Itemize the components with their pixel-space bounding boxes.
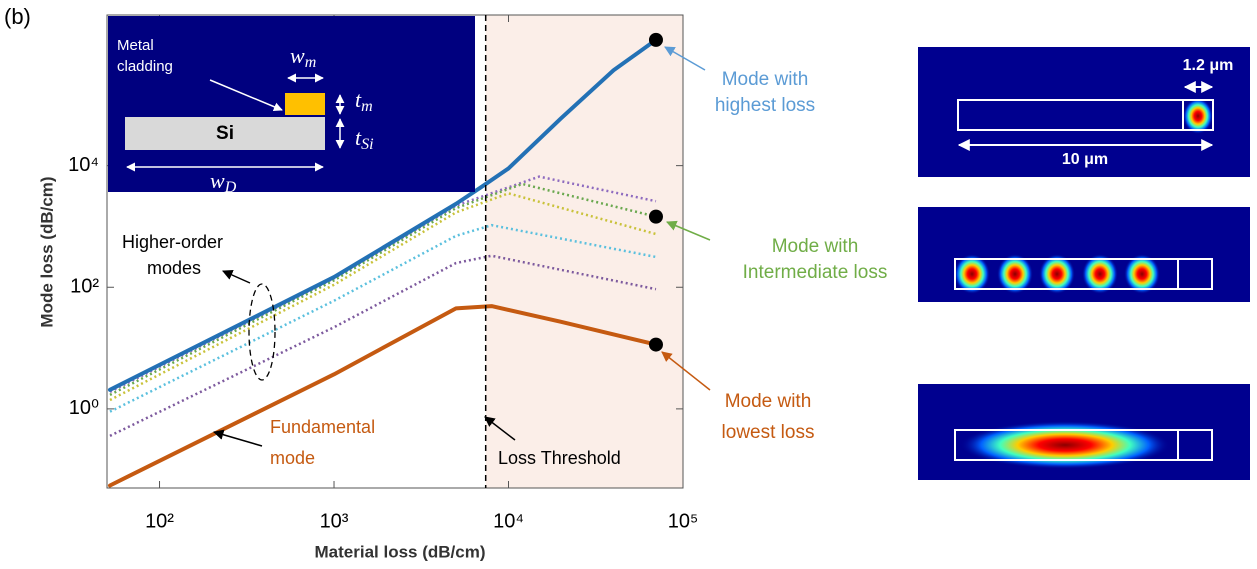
arrow bbox=[484, 416, 516, 441]
arrow bbox=[666, 220, 711, 241]
panel-label: (b) bbox=[4, 4, 31, 29]
series-group bbox=[107, 37, 658, 488]
series-line bbox=[107, 304, 658, 488]
mode-panel bbox=[918, 384, 1250, 480]
x-tick-label: 10² bbox=[145, 510, 174, 532]
annotation: mode bbox=[270, 448, 315, 468]
series-label: Mode with bbox=[722, 69, 809, 90]
plot-frame bbox=[106, 14, 684, 489]
y-axis-label: Mode loss (dB/cm) bbox=[37, 176, 56, 327]
mode-spot bbox=[960, 421, 1170, 469]
dimension-label: 1.2 μm bbox=[1183, 57, 1234, 74]
x-tick-label: 10³ bbox=[320, 510, 349, 532]
series-label: lowest loss bbox=[722, 422, 815, 443]
math-sub: Si bbox=[361, 136, 373, 153]
waveguide bbox=[957, 99, 1214, 131]
math-base: w bbox=[290, 43, 305, 68]
series-line bbox=[109, 175, 657, 394]
mode-spot bbox=[1082, 254, 1118, 294]
waveguide bbox=[954, 429, 1213, 461]
math-base: w bbox=[210, 168, 225, 193]
y-tick-label: 10⁰ bbox=[69, 397, 99, 419]
series-label: Intermediate loss bbox=[743, 262, 888, 283]
inset-text: cladding bbox=[117, 58, 173, 75]
series-line bbox=[109, 254, 657, 437]
overlay: 10² 10³ 10⁴ 10⁵ 10⁰ 10² 10⁴ Mode with Intermedia… bbox=[68, 15, 887, 532]
inset-text: Si bbox=[216, 123, 234, 144]
annotation: modes bbox=[147, 258, 201, 278]
series-label: Mode with bbox=[772, 236, 859, 257]
series-label: Mode with bbox=[725, 391, 812, 412]
threshold-region bbox=[485, 15, 683, 488]
mode-spot bbox=[997, 254, 1033, 294]
x-tick-label: 10⁴ bbox=[493, 510, 524, 532]
mode-panel: 1.2 μm 10 μm bbox=[918, 47, 1250, 177]
threshold-label: Loss Threshold bbox=[498, 448, 621, 468]
math-sub: D bbox=[224, 179, 237, 196]
mode-spot bbox=[1183, 98, 1213, 134]
math-base: t bbox=[355, 87, 362, 112]
arrow bbox=[209, 79, 283, 112]
metal bbox=[285, 93, 325, 115]
inset-math: tSi bbox=[355, 125, 374, 153]
inset-math: wD bbox=[210, 168, 237, 196]
x-axis-label: Material loss (dB/cm) bbox=[315, 542, 486, 561]
annotation: Fundamental bbox=[270, 417, 375, 437]
end-marker bbox=[648, 32, 663, 47]
series-line bbox=[109, 192, 657, 402]
inset: Metal cladding Si wm tm tSi wD bbox=[108, 16, 475, 196]
arrow bbox=[664, 46, 706, 71]
math-base: t bbox=[355, 125, 362, 150]
mode-spot bbox=[1124, 254, 1160, 294]
inset-math: tm bbox=[355, 87, 373, 115]
dimension-label: 10 μm bbox=[1062, 151, 1108, 168]
mode-spot bbox=[1039, 254, 1075, 294]
annotation: Higher-order bbox=[122, 232, 223, 252]
mode-spot bbox=[954, 254, 990, 294]
plot-area bbox=[485, 15, 683, 488]
x-tick-label: 10⁵ bbox=[668, 510, 699, 532]
group-outline bbox=[248, 283, 276, 381]
series-label: highest loss bbox=[715, 95, 815, 116]
math-sub: m bbox=[305, 54, 317, 71]
end-marker bbox=[648, 209, 663, 224]
mode-panel bbox=[918, 207, 1250, 302]
series-line bbox=[109, 223, 657, 413]
inset-text: Metal bbox=[117, 37, 154, 54]
arrow bbox=[222, 270, 251, 284]
inset-math: wm bbox=[290, 43, 316, 71]
series-line bbox=[107, 37, 658, 392]
y-tick-label: 10² bbox=[70, 276, 99, 298]
end-marker bbox=[648, 337, 663, 352]
si-slab bbox=[125, 117, 325, 150]
arrow bbox=[661, 351, 711, 391]
math-sub: m bbox=[361, 98, 373, 115]
y-tick-label: 10⁴ bbox=[68, 154, 99, 176]
waveguide bbox=[954, 258, 1213, 290]
arrow bbox=[212, 429, 263, 447]
